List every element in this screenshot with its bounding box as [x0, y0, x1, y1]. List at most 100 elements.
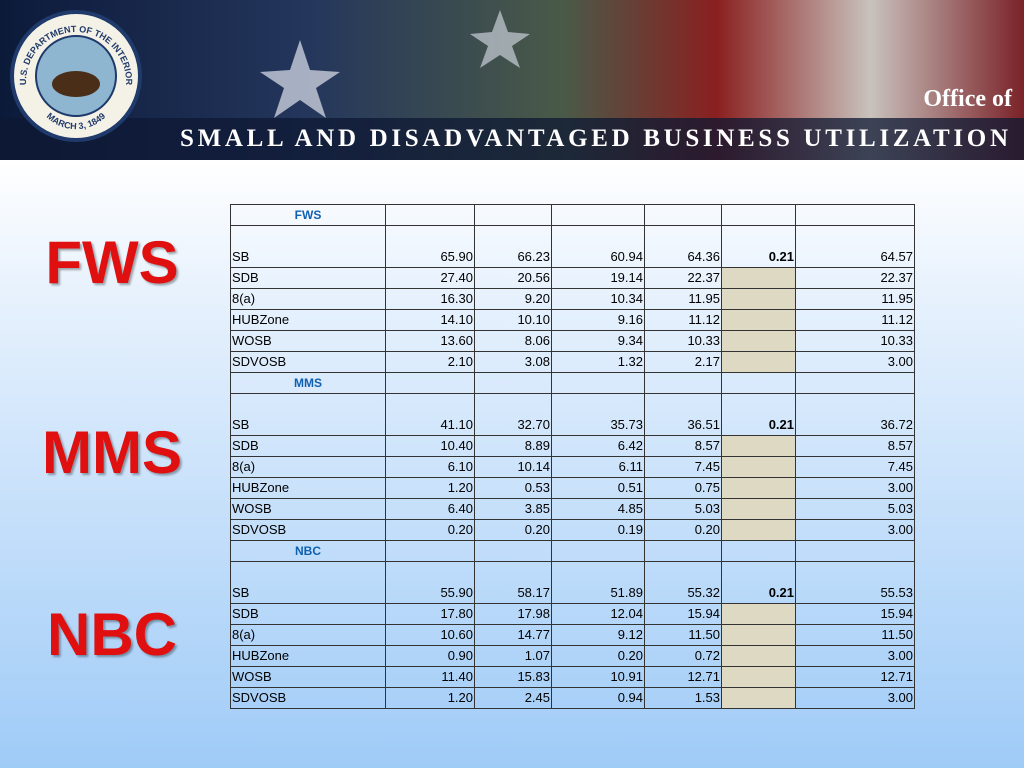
row-label: WOSB: [230, 498, 386, 520]
cell: [385, 540, 475, 562]
table-row: WOSB 11.40 15.83 10.91 12.71 12.71: [230, 666, 915, 688]
cell: 3.00: [795, 351, 915, 373]
row-label: SDVOSB: [230, 351, 386, 373]
section-label: FWS: [45, 229, 179, 296]
row-label: SDB: [230, 603, 386, 625]
cell: 3.00: [795, 519, 915, 541]
cell: 14.10: [385, 309, 475, 331]
cell: [474, 204, 552, 226]
cell: [644, 540, 722, 562]
section-name: NBC: [230, 540, 386, 562]
cell: [721, 540, 796, 562]
cell: 2.10: [385, 351, 475, 373]
row-label: HUBZone: [230, 309, 386, 331]
cell: 64.36: [644, 225, 722, 268]
cell: 60.94: [551, 225, 645, 268]
cell: 6.40: [385, 498, 475, 520]
row-label: SDB: [230, 435, 386, 457]
cell: [721, 267, 796, 289]
cell: 19.14: [551, 267, 645, 289]
cell: 3.00: [795, 477, 915, 499]
cell: 0.21: [721, 561, 796, 604]
cell: 17.98: [474, 603, 552, 625]
cell: 0.51: [551, 477, 645, 499]
row-label: SB: [230, 393, 386, 436]
cell: 0.21: [721, 225, 796, 268]
cell: 4.85: [551, 498, 645, 520]
row-label: SDVOSB: [230, 687, 386, 709]
row-label: HUBZone: [230, 477, 386, 499]
row-label: WOSB: [230, 666, 386, 688]
cell: [721, 309, 796, 331]
cell: [551, 204, 645, 226]
cell: 1.32: [551, 351, 645, 373]
cell: 1.07: [474, 645, 552, 667]
cell: 41.10: [385, 393, 475, 436]
cell: [721, 603, 796, 625]
cell: 11.12: [795, 309, 915, 331]
cell: 1.53: [644, 687, 722, 709]
table-row: HUBZone 1.20 0.53 0.51 0.75 3.00: [230, 477, 915, 499]
cell: 55.90: [385, 561, 475, 604]
cell: 0.90: [385, 645, 475, 667]
cell: [721, 645, 796, 667]
cell: 8.57: [795, 435, 915, 457]
cell: 8.89: [474, 435, 552, 457]
row-label: 8(a): [230, 624, 386, 646]
cell: 27.40: [385, 267, 475, 289]
cell: [385, 204, 475, 226]
cell: 7.45: [644, 456, 722, 478]
cell: [721, 288, 796, 310]
cell: 17.80: [385, 603, 475, 625]
cell: 36.72: [795, 393, 915, 436]
table-row: SDVOSB 1.20 2.45 0.94 1.53 3.00: [230, 687, 915, 709]
cell: [721, 687, 796, 709]
table-row: SDB 27.40 20.56 19.14 22.37 22.37: [230, 267, 915, 289]
star: [470, 10, 530, 68]
cell: 1.20: [385, 477, 475, 499]
section-label: MMS: [42, 419, 182, 486]
cell: 58.17: [474, 561, 552, 604]
cell: 10.33: [644, 330, 722, 352]
table-row: WOSB 13.60 8.06 9.34 10.33 10.33: [230, 330, 915, 352]
cell: 6.11: [551, 456, 645, 478]
row-label: SDB: [230, 267, 386, 289]
cell: 15.83: [474, 666, 552, 688]
cell: 12.04: [551, 603, 645, 625]
cell: 7.45: [795, 456, 915, 478]
cell: 20.56: [474, 267, 552, 289]
section-label: NBC: [47, 601, 177, 668]
row-label: WOSB: [230, 330, 386, 352]
cell: [721, 204, 796, 226]
cell: [721, 666, 796, 688]
cell: [721, 351, 796, 373]
cell: [721, 519, 796, 541]
cell: 0.53: [474, 477, 552, 499]
table-row: SDB 17.80 17.98 12.04 15.94 15.94: [230, 603, 915, 625]
table-row: WOSB 6.40 3.85 4.85 5.03 5.03: [230, 498, 915, 520]
table-row: HUBZone 0.90 1.07 0.20 0.72 3.00: [230, 645, 915, 667]
cell: 36.51: [644, 393, 722, 436]
row-label: 8(a): [230, 456, 386, 478]
cell: 10.14: [474, 456, 552, 478]
cell: [721, 435, 796, 457]
cell: 9.16: [551, 309, 645, 331]
cell: 15.94: [795, 603, 915, 625]
cell: 8.57: [644, 435, 722, 457]
cell: [721, 624, 796, 646]
cell: 2.17: [644, 351, 722, 373]
cell: 64.57: [795, 225, 915, 268]
cell: 65.90: [385, 225, 475, 268]
cell: 10.60: [385, 624, 475, 646]
banner: U.S. DEPARTMENT OF THE INTERIOR MARCH 3,…: [0, 0, 1024, 160]
cell: 55.53: [795, 561, 915, 604]
section-header-row: MMS: [230, 372, 915, 394]
banner-strip: [0, 118, 1024, 160]
table-row: 8(a) 10.60 14.77 9.12 11.50 11.50: [230, 624, 915, 646]
table-row: 8(a) 6.10 10.14 6.11 7.45 7.45: [230, 456, 915, 478]
cell: [721, 456, 796, 478]
cell: 12.71: [644, 666, 722, 688]
cell: 0.20: [644, 519, 722, 541]
row-label: SB: [230, 561, 386, 604]
